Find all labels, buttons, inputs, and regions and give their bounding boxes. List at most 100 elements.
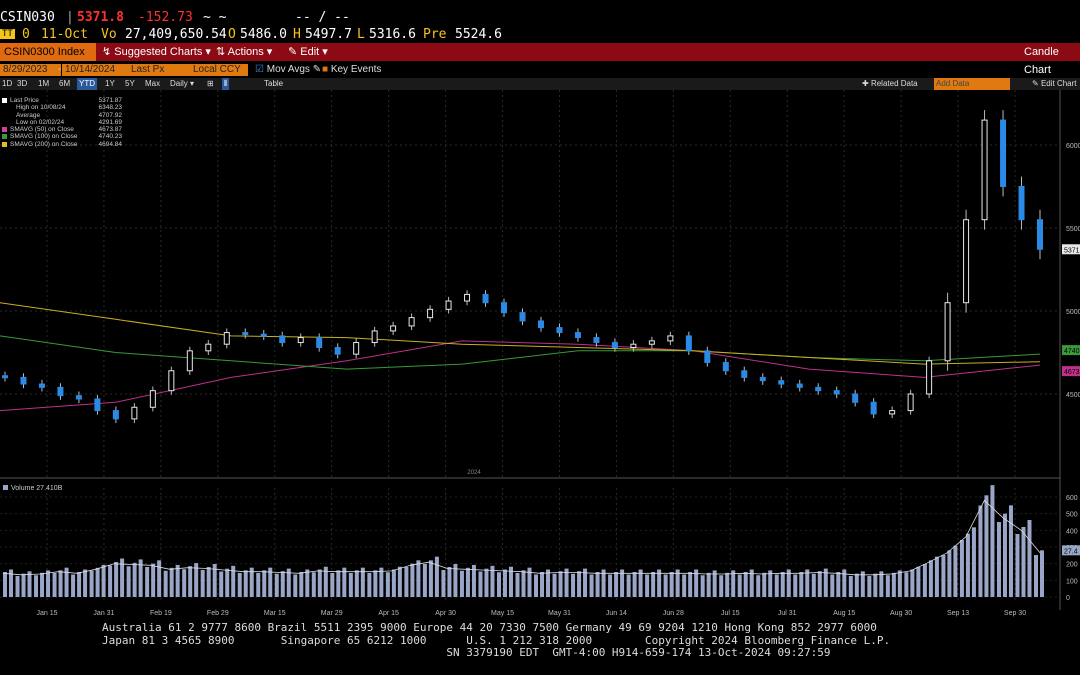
volume-bar [657, 569, 662, 597]
volume-bar [583, 568, 588, 597]
period-ytd[interactable]: YTD [77, 78, 97, 90]
volume-bar [608, 574, 613, 597]
chart-style-icon[interactable]: ⫴ [222, 78, 230, 90]
candle-body [20, 376, 27, 385]
period-1m[interactable]: 1M [38, 79, 50, 88]
price-field-select[interactable]: Last Px [128, 64, 190, 76]
volume-bar [978, 505, 983, 597]
volume-bar [534, 574, 539, 597]
candle-body [279, 335, 286, 344]
candle-body [464, 293, 471, 302]
high-label: H [293, 27, 301, 42]
volume-bar [928, 560, 933, 597]
legend-row: Average 4707.92 [2, 112, 122, 119]
currency-select[interactable]: Local CCY [190, 64, 248, 76]
volume-bar [71, 574, 76, 597]
volume-bar [422, 564, 427, 597]
chart-axes: 60005500500045006005004003002001000Jan 1… [36, 143, 1080, 617]
volume-bar [768, 570, 773, 597]
volume-bar [95, 567, 100, 597]
volume-bar [219, 571, 224, 597]
volume-average-line [2, 499, 1041, 576]
volume-bar [34, 575, 39, 597]
legend-label: Average [16, 111, 41, 119]
volume-legend: Volume 27.410B [3, 485, 62, 492]
candle-body [427, 308, 434, 319]
sparkline-icon: ~ ~ [203, 10, 227, 25]
volume-bar [873, 573, 878, 597]
volume-bar [397, 566, 402, 597]
candle-body [611, 342, 618, 349]
ticker-symbol[interactable]: CSIN030 [0, 10, 55, 25]
edit-chart-button[interactable]: ✎ Edit Chart [1030, 78, 1079, 90]
legend-swatch [2, 97, 7, 103]
volume-bar [632, 572, 637, 597]
volume-bar [249, 567, 254, 597]
candle-body [667, 335, 674, 342]
edit-menu[interactable]: ✎ Edit ▾ [284, 43, 332, 61]
period-5y[interactable]: 5Y [125, 79, 135, 88]
key-events-toggle[interactable]: ■ Key Events [322, 64, 381, 76]
x-tick-label: May 31 [548, 610, 571, 617]
candle-body [685, 335, 692, 352]
volume-bar [311, 572, 316, 597]
volume-bar [169, 567, 174, 597]
legend-label: SMAVG (200) on Close [10, 140, 78, 148]
price-tick-label: 6000 [1066, 143, 1080, 150]
high-value: 5497.7 [305, 27, 352, 42]
ticker-bar: CSIN030 | 5371.8 -152.73 ~ ~ -- / -- [0, 8, 1080, 28]
candle-body [316, 337, 323, 349]
table-button[interactable]: Table [264, 79, 284, 88]
volume-tick-label: 400 [1066, 528, 1078, 535]
x-tick-label: Jun 14 [606, 610, 627, 617]
end-date-field[interactable]: 10/14/2024 [62, 64, 128, 76]
volume-bar [416, 560, 421, 597]
volume-bar [996, 522, 1001, 597]
add-data-field[interactable]: Add Data [934, 78, 1010, 90]
volume-bar [805, 569, 810, 597]
x-tick-label: Mar 15 [264, 610, 286, 617]
volume-bar [904, 572, 909, 597]
volume-bar [27, 571, 32, 597]
candle-body [205, 343, 212, 352]
volume-bar [151, 563, 156, 597]
last-price: 5371.8 [77, 10, 124, 25]
candle-body [223, 332, 230, 345]
legend-swatch [2, 141, 7, 147]
candle-type-icon[interactable]: ⊞ [207, 79, 214, 88]
volume-bar [114, 562, 119, 597]
candle-body [445, 300, 452, 310]
period-1d[interactable]: 1D [2, 79, 13, 88]
x-tick-label: Apr 15 [378, 610, 399, 617]
security-field[interactable]: CSIN0300 Index [0, 43, 96, 61]
volume-bar [293, 574, 298, 597]
x-tick-label: Aug 30 [890, 610, 912, 617]
legend-swatch [2, 120, 7, 125]
frequency-select[interactable]: Daily ▾ [168, 78, 196, 90]
volume-bar [21, 573, 26, 597]
actions-menu[interactable]: ⇅ Actions ▾ [212, 43, 276, 61]
volume-bar [953, 545, 958, 597]
candle-body [75, 395, 82, 400]
suggested-charts-menu[interactable]: ↯ Suggested Charts ▾ [98, 43, 215, 61]
legend-value: 6348.23 [98, 104, 123, 112]
start-date-field[interactable]: 8/29/2023 [0, 64, 61, 76]
x-tick-label: Jun 28 [663, 610, 684, 617]
volume-bar [58, 570, 63, 597]
actions-label: Actions [227, 46, 264, 58]
checkbox-icon: ■ [322, 64, 331, 75]
volume-bar [669, 572, 674, 597]
volume-bar [64, 567, 69, 597]
period-3d[interactable]: 3D [17, 79, 28, 88]
mov-avgs-toggle[interactable]: ☑ Mov Avgs ✎ [255, 64, 321, 76]
period-1y[interactable]: 1Y [105, 79, 115, 88]
x-tick-label: May 15 [491, 610, 514, 617]
period-max[interactable]: Max [145, 79, 161, 88]
sma-line [0, 302, 1041, 365]
legend-swatch [2, 112, 7, 117]
period-6m[interactable]: 6M [59, 79, 71, 88]
legend-value: 4673.87 [98, 126, 123, 134]
volume-bar [101, 564, 106, 597]
related-data-menu[interactable]: ✚ Related Data [860, 78, 920, 90]
price-chart[interactable]: 60005500500045006005004003002001000Jan 1… [0, 90, 1080, 622]
